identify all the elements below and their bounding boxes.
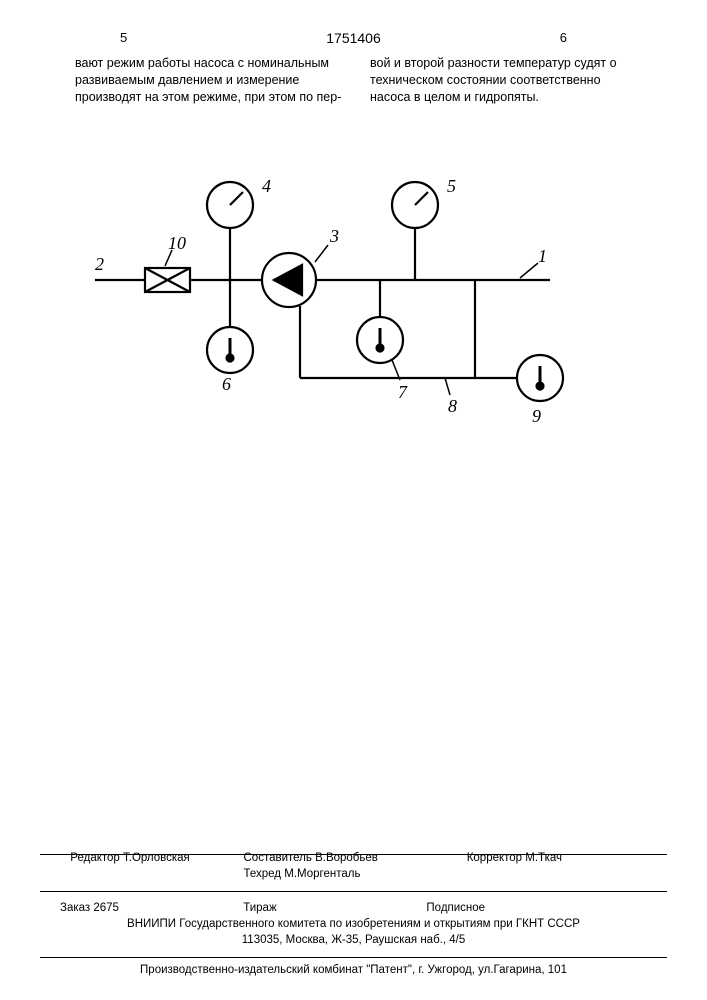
body-text-left-column: вают режим работы насоса с номинальным р…: [75, 55, 345, 106]
editor-label: Редактор: [70, 852, 120, 864]
label-8: 8: [448, 396, 457, 416]
schematic-diagram: 1 2 3 4 5 6 7 8 9 10: [80, 150, 600, 430]
credits-row: Редактор Т.Орловская Составитель В.Вороб…: [60, 850, 647, 882]
corrector-label: Корректор: [467, 852, 522, 864]
label-9: 9: [532, 406, 541, 426]
corrector-name: М.Ткач: [525, 852, 562, 864]
org-line: ВНИИПИ Государственного комитета по изоб…: [60, 916, 647, 932]
org-address: 113035, Москва, Ж-35, Раушская наб., 4/5: [60, 932, 647, 948]
label-4: 4: [262, 176, 271, 196]
label-3: 3: [329, 226, 339, 246]
label-10: 10: [168, 233, 186, 253]
techred-label: Техред: [244, 868, 282, 880]
compiler-name: В.Воробьев: [315, 852, 378, 864]
label-2: 2: [95, 254, 104, 274]
editor-name: Т.Орловская: [123, 852, 190, 864]
divider-2: [40, 891, 667, 892]
label-7: 7: [398, 382, 408, 402]
label-5: 5: [447, 176, 456, 196]
order-block: Заказ 2675 Тираж Подписное ВНИИПИ Госуда…: [60, 900, 647, 948]
body-text-right-column: вой и второй разности температур судят о…: [370, 55, 640, 106]
compiler-label: Составитель: [244, 852, 312, 864]
page-number-left: 5: [120, 30, 127, 45]
divider-3: [40, 957, 667, 958]
printer-line: Производственно-издательский комбинат "П…: [40, 962, 667, 978]
label-1: 1: [538, 246, 547, 266]
techred-name: М.Моргенталь: [284, 868, 360, 880]
label-6: 6: [222, 374, 231, 394]
page-number-right: 6: [560, 30, 567, 45]
document-number: 1751406: [326, 30, 381, 46]
